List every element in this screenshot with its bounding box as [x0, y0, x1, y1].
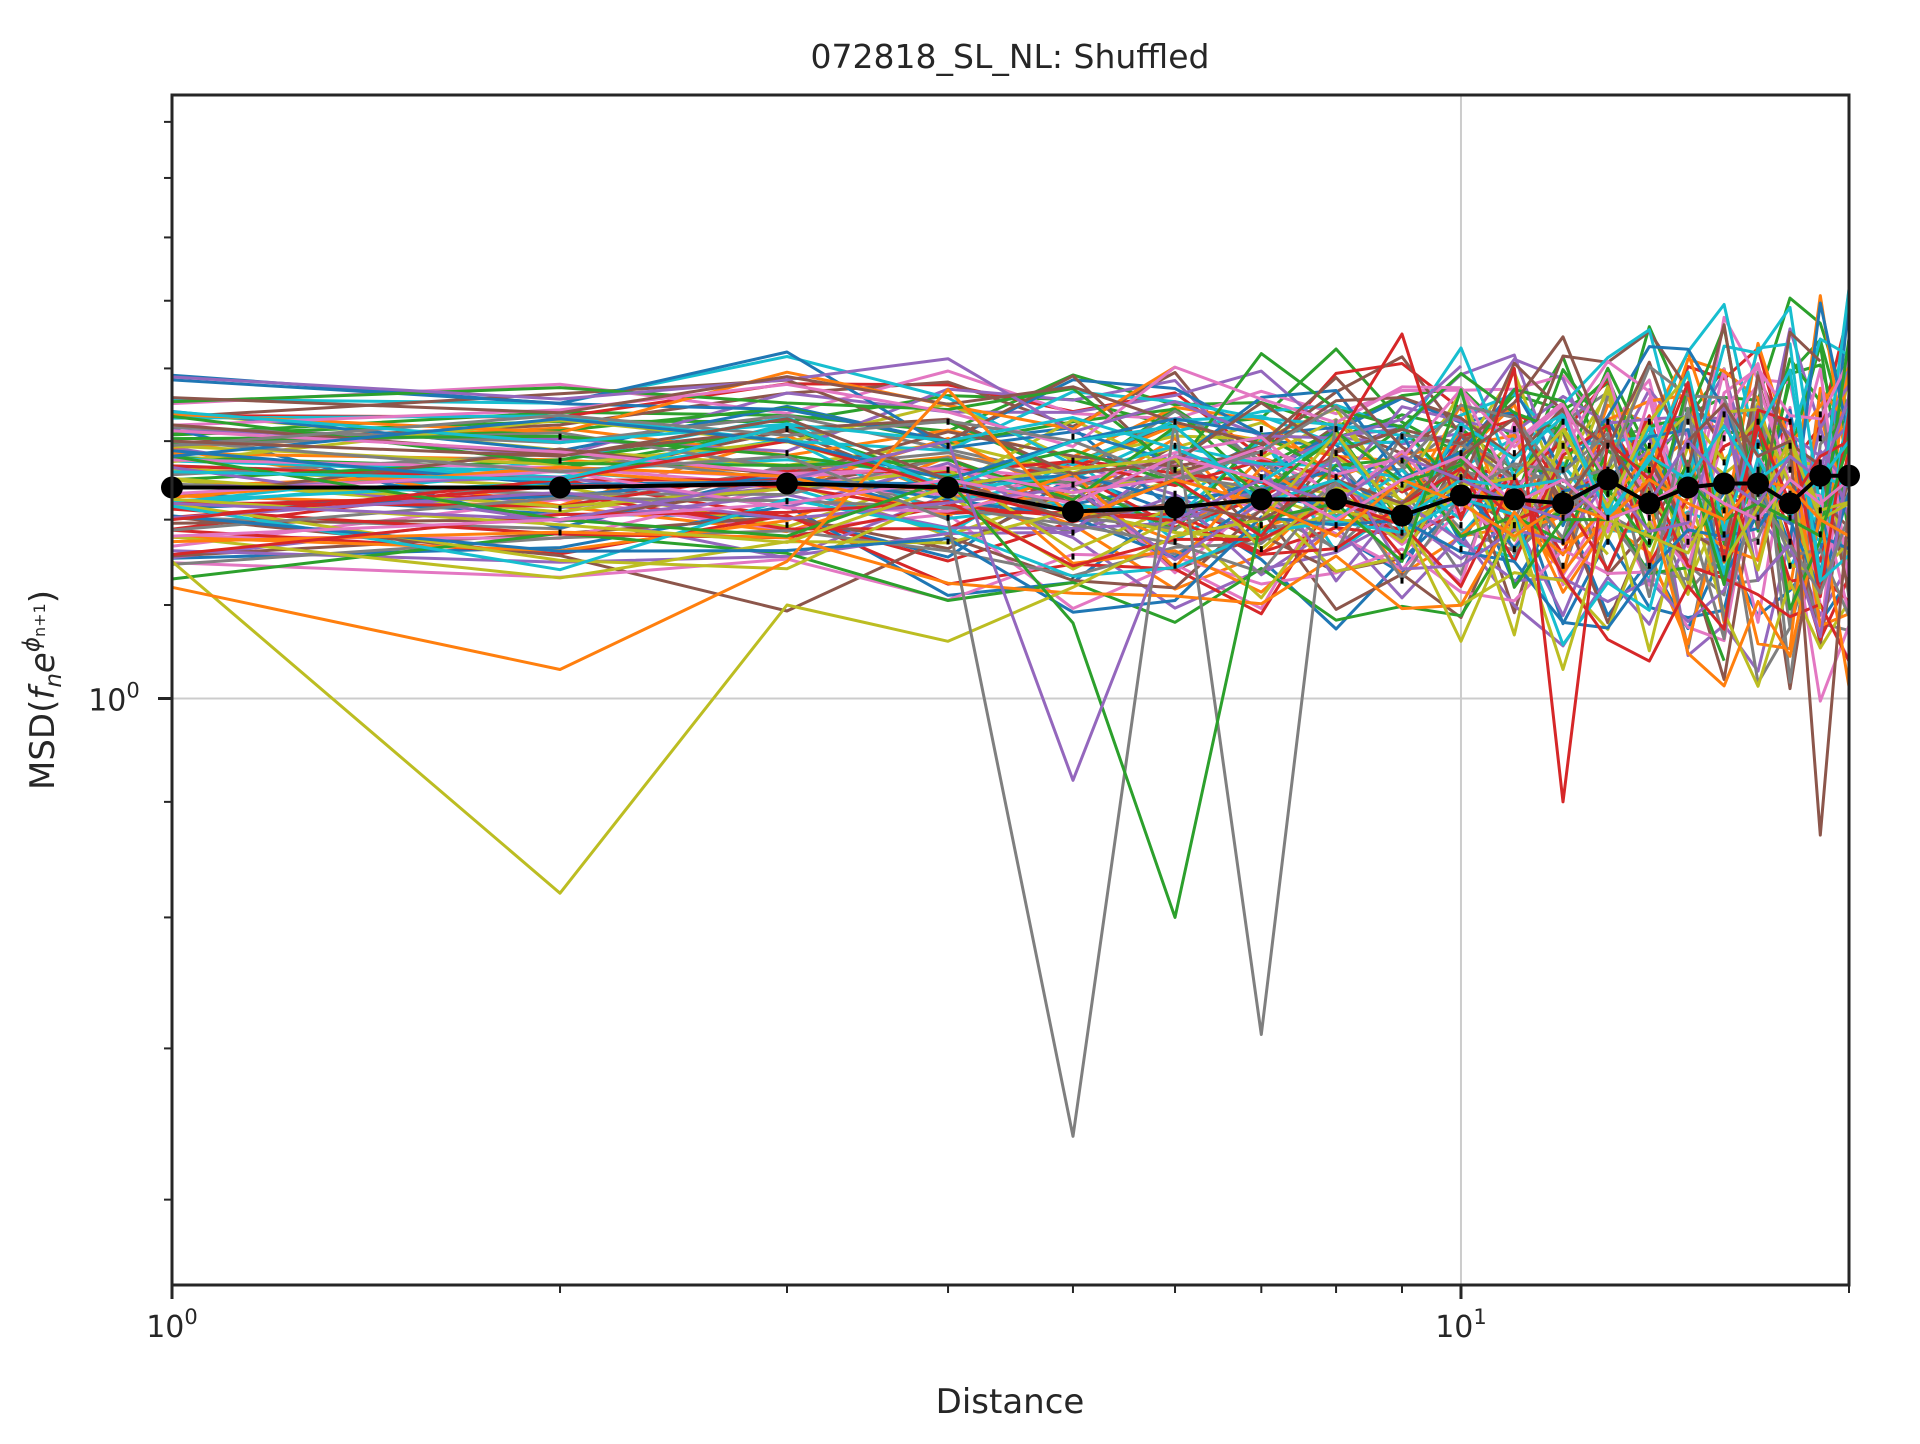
x-tick-label-1: 101	[1435, 1305, 1487, 1345]
mean-series-point-5	[1164, 496, 1187, 519]
mean-series-point-15	[1713, 472, 1736, 495]
y-tick-label-0: 100	[88, 679, 140, 719]
mean-series-point-16	[1747, 472, 1770, 495]
mean-series-point-7	[1325, 488, 1348, 511]
grid-lines	[172, 95, 1849, 1285]
x-tick-label-0: 100	[146, 1305, 198, 1345]
plot-frame	[170, 93, 1851, 1287]
highlighted-series	[171, 332, 1851, 1138]
x-axis-label: Distance	[936, 1382, 1085, 1422]
background-series-line-81	[171, 500, 1851, 688]
y-label-suffix: )	[23, 590, 63, 603]
mean-series-point-18	[1809, 464, 1832, 487]
axis-ticks: 100 101 100	[88, 120, 1850, 1345]
mean-series-point-11	[1552, 492, 1575, 515]
mean-series-point-1	[549, 476, 572, 499]
background-series-line-61	[171, 365, 1176, 434]
mean-series-point-14	[1676, 476, 1699, 499]
background-series-line-74	[171, 357, 1463, 440]
highlighted-series-line-8	[171, 396, 1851, 782]
mean-series-point-12	[1596, 468, 1619, 491]
y-label-e: e	[23, 652, 63, 673]
mean-series-point-3	[937, 476, 960, 499]
mean-series-point-2	[775, 472, 798, 495]
mean-series-point-8	[1390, 504, 1413, 527]
mean-series	[161, 464, 1860, 527]
background-series-line-40	[171, 373, 1403, 443]
mean-series-point-10	[1503, 488, 1526, 511]
mean-series-point-6	[1250, 488, 1273, 511]
mean-series-point-17	[1779, 492, 1802, 515]
mean-series-point-13	[1638, 492, 1661, 515]
highlighted-series-line-6	[171, 424, 1851, 522]
y-axis-label: MSD(fneϕn+1)	[19, 590, 67, 790]
y-label-n: n	[41, 673, 67, 688]
highlighted-series-line-0	[171, 432, 1850, 895]
background-series-line-55	[171, 330, 1726, 479]
highlighted-series-line-5	[171, 402, 1851, 837]
y-label-phi: ϕ	[19, 637, 45, 652]
background-series-line-63	[171, 423, 1851, 641]
chart-title: 072818_SL_NL: Shuffled	[811, 37, 1210, 76]
background-series-line-52	[171, 505, 1726, 662]
mean-series-point-9	[1449, 484, 1472, 507]
y-label-prefix: MSD(	[23, 700, 63, 790]
highlighted-series-line-2	[171, 388, 1851, 919]
background-series-line-75	[171, 361, 1609, 486]
y-label-sub: n+1	[30, 603, 49, 637]
highlighted-series-line-9	[171, 454, 1850, 538]
mean-series-point-4	[1061, 500, 1084, 523]
